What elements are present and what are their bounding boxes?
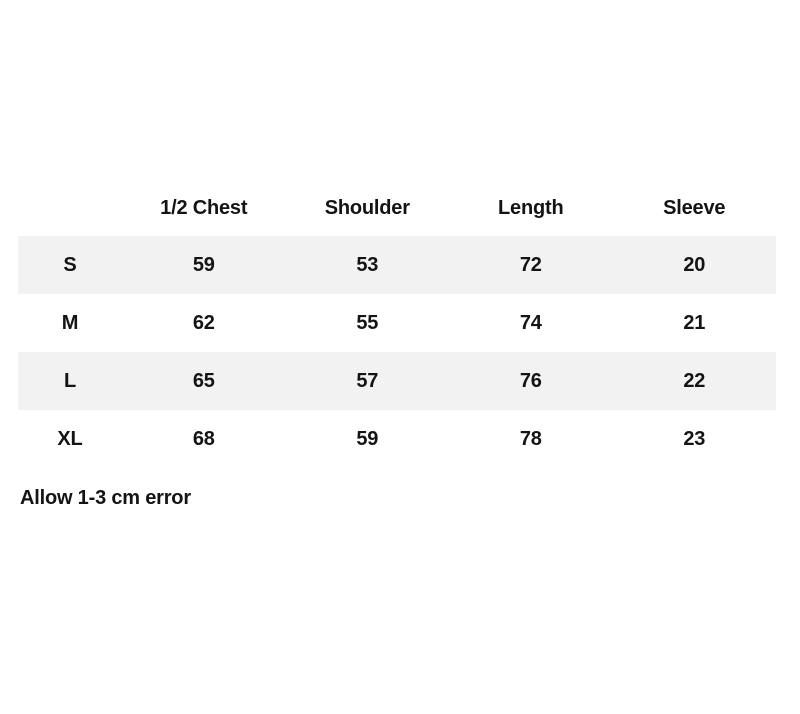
measurement-value: 57 (356, 369, 379, 392)
measurement-value: 23 (683, 427, 706, 450)
column-header-sleeve: Sleeve (663, 196, 726, 219)
measurement-value: 59 (192, 253, 215, 276)
size-chart-header-row: 1/2 Chest Shoulder Length Sleeve (18, 180, 776, 236)
column-header-length: Length (498, 196, 564, 219)
measurement-value: 76 (519, 369, 542, 392)
table-row-size-m: M 62 55 74 21 (18, 294, 776, 352)
measurement-value: 21 (683, 311, 706, 334)
table-row-size-l: L 65 57 76 22 (18, 352, 776, 410)
measurement-value: 20 (683, 253, 706, 276)
table-row-size-s: S 59 53 72 20 (18, 236, 776, 294)
measurement-value: 78 (519, 427, 542, 450)
size-label: L (63, 369, 77, 392)
size-chart-table: 1/2 Chest Shoulder Length Sleeve S 59 53… (18, 180, 776, 468)
size-tolerance-note: Allow 1-3 cm error (20, 487, 191, 509)
measurement-value: 65 (192, 369, 215, 392)
size-column-header-blank (18, 180, 122, 236)
measurement-value: 55 (356, 311, 379, 334)
measurement-value: 62 (192, 311, 215, 334)
measurement-value: 68 (192, 427, 215, 450)
measurement-value: 22 (683, 369, 706, 392)
size-label: XL (57, 427, 83, 450)
column-header-shoulder: Shoulder (324, 196, 410, 219)
measurement-value: 53 (356, 253, 379, 276)
measurement-value: 74 (519, 311, 542, 334)
measurement-value: 72 (519, 253, 542, 276)
measurement-value: 59 (356, 427, 379, 450)
size-label: S (63, 253, 77, 276)
table-row-size-xl: XL 68 59 78 23 (18, 410, 776, 468)
column-header-half-chest: 1/2 Chest (160, 196, 248, 219)
size-label: M (61, 311, 79, 334)
